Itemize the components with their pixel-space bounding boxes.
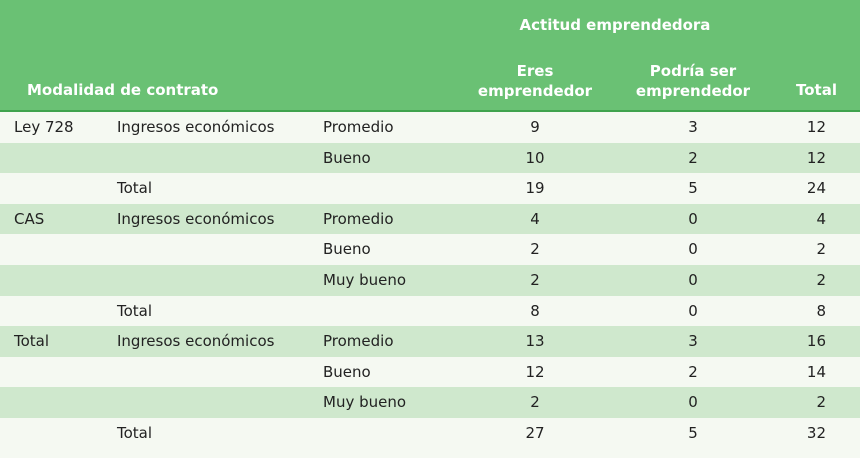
header-podria-ser-emprendedor: Podría ser emprendedor — [618, 61, 768, 101]
cell-eres: 2 — [530, 270, 540, 289]
cell-total: 2 — [816, 240, 826, 259]
cell-podria: 0 — [688, 270, 698, 289]
cell-ingresos: Total — [117, 301, 153, 320]
table-row: Bueno 12 2 14 — [0, 356, 860, 388]
cell-eres: 2 — [530, 393, 540, 412]
cell-nivel: Bueno — [323, 148, 371, 167]
cell-ingresos: Total — [117, 179, 153, 198]
cell-nivel: Muy bueno — [323, 270, 407, 289]
table-row: CAS Ingresos económicos Promedio 4 0 4 — [0, 203, 860, 235]
cell-nivel: Bueno — [323, 240, 371, 259]
cell-total: 16 — [806, 332, 826, 351]
cell-nivel: Promedio — [323, 332, 394, 351]
table-body: Ley 728 Ingresos económicos Promedio 9 3… — [0, 112, 860, 449]
header-col1-line2: emprendedor — [477, 82, 593, 100]
cell-total: 24 — [806, 179, 826, 198]
cell-modalidad: Total — [14, 332, 50, 351]
header-total: Total — [796, 81, 837, 99]
table-row: Ley 728 Ingresos económicos Promedio 9 3… — [0, 112, 860, 143]
cell-podria: 3 — [688, 332, 698, 351]
cell-eres: 19 — [525, 179, 545, 198]
header-col2-line2: emprendedor — [635, 82, 751, 100]
cell-eres: 8 — [530, 301, 540, 320]
cell-eres: 10 — [525, 148, 545, 167]
cell-eres: 27 — [525, 423, 545, 442]
cell-eres: 9 — [530, 118, 540, 136]
cell-ingresos: Total — [117, 423, 153, 442]
cell-total: 2 — [816, 270, 826, 289]
cell-podria: 5 — [688, 423, 698, 442]
table-row: Muy bueno 2 0 2 — [0, 264, 860, 296]
header-group-label: Actitud emprendedora — [519, 16, 711, 34]
cell-podria: 2 — [688, 148, 698, 167]
cell-total: 4 — [816, 209, 826, 228]
cell-total: 32 — [806, 423, 826, 442]
cell-eres: 4 — [530, 209, 540, 228]
table-row: Bueno 10 2 12 — [0, 142, 860, 174]
cell-eres: 12 — [525, 362, 545, 381]
header-col1-line1: Eres — [516, 62, 554, 80]
cell-modalidad: CAS — [14, 209, 45, 228]
table-row: Total Ingresos económicos Promedio 13 3 … — [0, 326, 860, 357]
cell-nivel: Muy bueno — [323, 393, 407, 412]
header-col2-line1: Podría ser — [649, 62, 737, 80]
table-header: Actitud emprendedora Modalidad de contra… — [0, 0, 860, 112]
cell-nivel: Promedio — [323, 118, 394, 136]
table-row: Total 8 0 8 — [0, 295, 860, 327]
cell-podria: 0 — [688, 240, 698, 259]
cell-total: 2 — [816, 393, 826, 412]
cell-total: 14 — [806, 362, 826, 381]
cell-modalidad: Ley 728 — [14, 118, 74, 136]
cell-podria: 0 — [688, 393, 698, 412]
table-row: Total 27 5 32 — [0, 417, 860, 449]
cell-ingresos: Ingresos económicos — [117, 118, 275, 136]
cell-ingresos: Ingresos económicos — [117, 332, 275, 351]
cell-nivel: Promedio — [323, 209, 394, 228]
cell-nivel: Bueno — [323, 362, 371, 381]
table-row: Muy bueno 2 0 2 — [0, 387, 860, 418]
cell-total: 8 — [816, 301, 826, 320]
cell-ingresos: Ingresos económicos — [117, 209, 275, 228]
cell-podria: 2 — [688, 362, 698, 381]
cell-eres: 13 — [525, 332, 545, 351]
cell-podria: 5 — [688, 179, 698, 198]
table-row: Bueno 2 0 2 — [0, 234, 860, 265]
cell-eres: 2 — [530, 240, 540, 259]
cell-total: 12 — [806, 118, 826, 136]
table-row: Total 19 5 24 — [0, 173, 860, 204]
header-modalidad: Modalidad de contrato — [27, 81, 219, 99]
cell-podria: 3 — [688, 118, 698, 136]
header-eres-emprendedor: Eres emprendedor — [460, 61, 610, 101]
cell-total: 12 — [806, 148, 826, 167]
cell-podria: 0 — [688, 209, 698, 228]
cell-podria: 0 — [688, 301, 698, 320]
